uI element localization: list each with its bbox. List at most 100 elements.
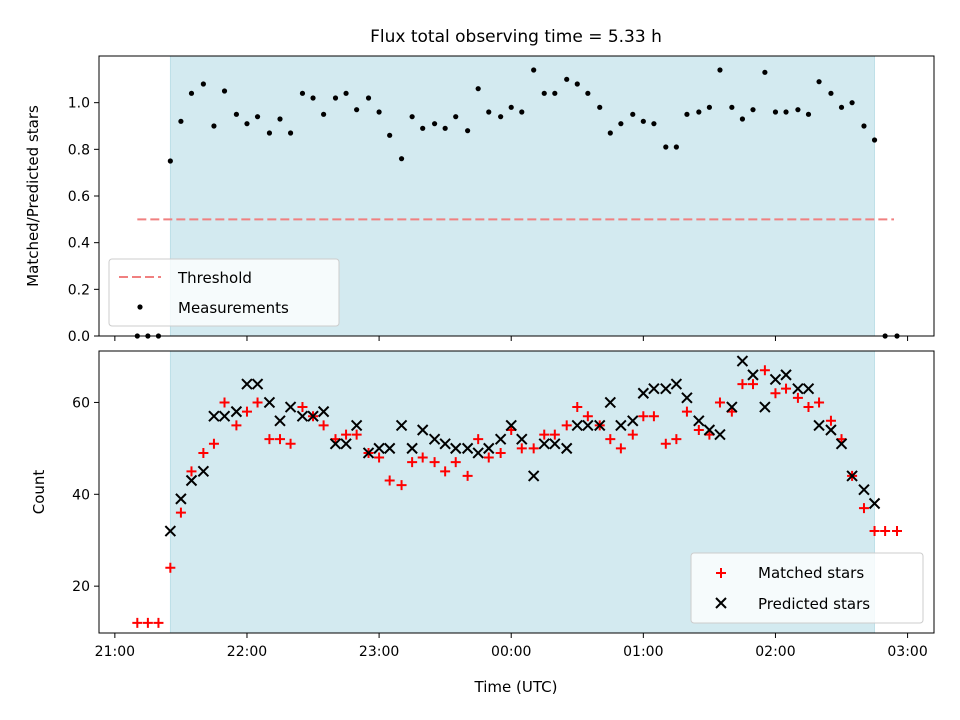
measurement-point (772, 109, 779, 115)
predicted-star-point (726, 401, 738, 413)
predicted-star-point (296, 410, 309, 422)
predicted-star-point (835, 438, 848, 450)
matched-star-point (528, 443, 539, 454)
predicted-star-point (813, 419, 825, 432)
matched-star-point (516, 443, 527, 454)
predicted-star-point (703, 424, 716, 436)
predicted-star-point (439, 438, 451, 450)
measurement-point (498, 114, 504, 120)
measurement-point (409, 114, 415, 120)
matched-star-point (407, 457, 418, 468)
predicted-star-point (416, 424, 429, 436)
measurement-point (211, 123, 217, 129)
matched-star-point (142, 617, 153, 628)
matched-star-point (473, 434, 484, 445)
measurement-point (871, 137, 878, 143)
predicted-star-point (736, 355, 749, 367)
matched-star-point (175, 507, 186, 518)
predicted-star-point (780, 369, 792, 381)
predicted-star-point (637, 387, 650, 399)
measurement-point (531, 67, 537, 73)
matched-star-point (714, 397, 725, 408)
x-axis-label: Time (UTC) (474, 678, 558, 696)
x-tick-label: 22:00 (227, 644, 267, 660)
predicted-star-point (604, 396, 617, 409)
measurement-point (574, 81, 580, 87)
legend-threshold-label: Threshold (177, 269, 252, 287)
predicted-star-point (549, 438, 561, 450)
predicted-star-point (284, 401, 297, 413)
matched-star-point (264, 434, 275, 445)
matched-star-point (693, 424, 704, 435)
predicted-star-point (483, 442, 495, 455)
matched-star-point (781, 383, 792, 394)
x-tick-label: 00:00 (491, 644, 531, 660)
predicted-star-point (802, 382, 815, 395)
ratio-y-ticks: 0.0 0.2 0.4 0.6 0.8 1.0 (68, 96, 99, 345)
measurement-point (783, 109, 789, 115)
matched-star-point (241, 406, 252, 417)
matched-star-point (252, 397, 263, 408)
matched-star-point (396, 480, 407, 491)
matched-star-point (814, 397, 825, 408)
x-tick-label: 23:00 (359, 644, 399, 660)
matched-star-point (462, 470, 473, 481)
predicted-star-point (263, 396, 276, 409)
measurement-point (750, 107, 756, 113)
measurement-point (673, 144, 679, 150)
count-y-axis-label: Count (30, 470, 48, 515)
measurement-point (552, 90, 558, 96)
chart-title: Flux total observing time = 5.33 h (370, 27, 662, 47)
measurement-point (167, 158, 173, 164)
x-tick-label: 01:00 (623, 644, 663, 660)
predicted-star-point (516, 433, 528, 445)
measurement-point (387, 132, 393, 138)
predicted-star-point (241, 378, 253, 390)
measurement-point (398, 156, 405, 162)
measurement-point (597, 104, 603, 110)
matched-star-point (892, 526, 903, 537)
measurement-point (849, 100, 855, 106)
legend-measurement-swatch (137, 304, 143, 310)
matched-star-point (153, 617, 164, 628)
measurement-point (684, 111, 690, 117)
predicted-star-point (274, 415, 286, 427)
measurement-point (585, 90, 591, 96)
matched-star-point (880, 526, 891, 537)
predicted-star-point (494, 433, 507, 445)
ratio-y-axis-label: Matched/Predicted stars (24, 105, 42, 287)
measurement-point (442, 125, 448, 131)
matched-star-point (384, 475, 395, 486)
y-tick-label: 0.4 (68, 236, 90, 252)
y-tick-label: 0.6 (68, 189, 90, 205)
matched-star-point (186, 466, 197, 477)
matched-star-point (858, 503, 869, 514)
matched-star-point (660, 438, 671, 449)
predicted-star-point (825, 424, 837, 436)
predicted-star-point (317, 405, 330, 418)
predicted-star-point (571, 419, 583, 432)
measurement-point (861, 123, 867, 129)
y-tick-label: 60 (72, 395, 90, 411)
measurement-point (188, 90, 195, 96)
matched-star-point (549, 429, 560, 440)
matched-star-point (374, 452, 385, 463)
predicted-star-point (660, 382, 672, 395)
ratio-legend: Threshold Measurements (108, 258, 340, 327)
y-tick-label: 0.8 (68, 142, 90, 158)
matched-star-point (572, 402, 583, 413)
ratio-x-ticks (114, 336, 909, 341)
predicted-star-point (594, 419, 606, 432)
predicted-star-point (450, 442, 462, 455)
matched-star-point (341, 429, 352, 440)
measurement-point (739, 116, 746, 122)
measurement-point (465, 128, 471, 134)
measurement-point (453, 114, 459, 120)
measurement-point (287, 130, 294, 136)
y-tick-label: 0.0 (68, 329, 90, 345)
measurement-point (221, 88, 228, 94)
matched-star-point (440, 466, 451, 477)
legend-box (108, 258, 340, 327)
count-panel: 20 40 60 21:00 22:00 23:00 00:00 01:00 02:00 03:… (30, 350, 935, 696)
matched-star-point (429, 457, 440, 468)
